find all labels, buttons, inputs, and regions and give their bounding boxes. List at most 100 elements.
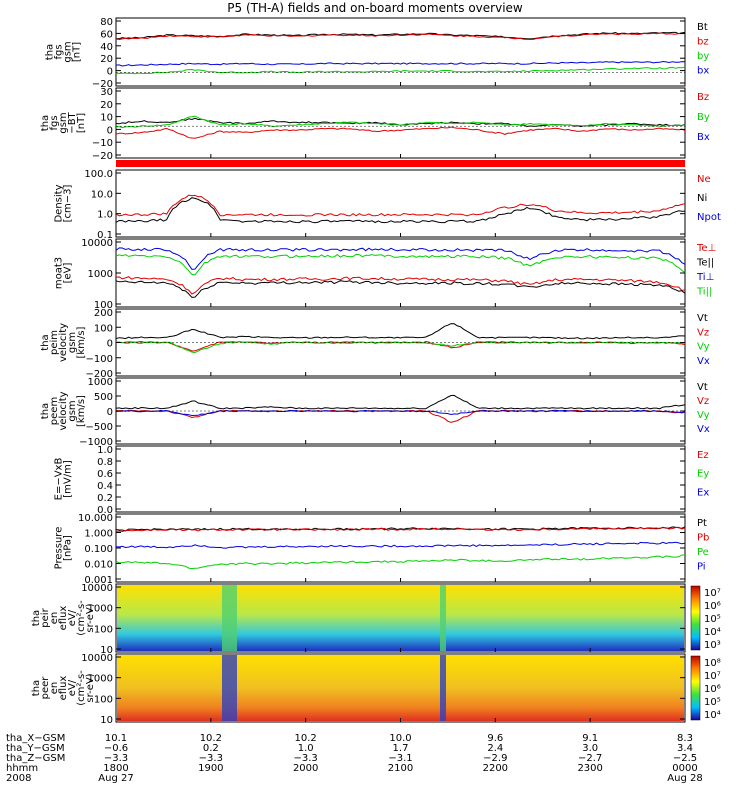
legend-entry: Pe — [697, 547, 709, 558]
y-tick-label: −1000 — [79, 437, 113, 448]
legend-entry: Bt — [697, 22, 708, 33]
y-tick-label: 20 — [100, 100, 113, 111]
series-Pt — [115, 526, 686, 532]
y-tick-label: 1.000 — [84, 529, 113, 540]
colorbar-tick: 10⁶ — [704, 601, 721, 612]
panel-frame — [115, 87, 686, 159]
y-tick-label: 100 — [94, 323, 113, 334]
y-tick-label: 0.4 — [97, 481, 113, 492]
spectrogram-event — [440, 655, 446, 721]
legend-entry: Vy — [697, 410, 710, 421]
panel-pressure: Pt Pb Pe Pi 10.000 1.000 0.100 0.010 0.001 Pressu… — [54, 513, 710, 586]
y-axis-label: sr-eV) — [85, 673, 96, 702]
footer-cell: 1800 — [103, 763, 128, 774]
legend-entry: Vz — [697, 396, 709, 407]
series-By — [115, 115, 686, 129]
panel-peem_v: Vt Vz Vy Vx 1000 500 0 −500 −1000 thapeemvelocity… — [40, 377, 710, 448]
y-tick-label: 0.010 — [84, 560, 113, 571]
footer-cell: 10.2 — [200, 733, 222, 744]
y-tick-label: 0.1 — [97, 230, 113, 241]
panel-frame — [115, 238, 686, 308]
legend-entry: Ne — [697, 174, 711, 185]
footer-cell: −2.7 — [578, 753, 602, 764]
y-tick-label: −10 — [92, 138, 113, 149]
y-axis-label: tha — [40, 115, 51, 131]
footer-row-label: 2008 — [6, 773, 31, 784]
y-axis-label: Pressure — [54, 527, 65, 570]
footer-cell: 9.6 — [487, 733, 503, 744]
footer-row-label: tha_Z−GSM — [6, 753, 65, 764]
legend-entry: by — [697, 51, 709, 62]
y-tick-label: 80 — [100, 17, 113, 28]
y-tick-label: 1000 — [88, 674, 113, 685]
panel-peir_eflux: 10⁷ 10⁶ 10⁵ 10⁴ 10³ 10000 1000 100 10 thapeirenef… — [31, 583, 721, 656]
series-bz — [115, 32, 686, 41]
colorbar-tick: 10⁷ — [704, 588, 721, 599]
y-tick-label: 10.000 — [78, 513, 113, 524]
footer-cell: 0000 — [672, 763, 697, 774]
footer-cell: −2.5 — [673, 753, 697, 764]
y-axis-label: [km/s] — [76, 395, 87, 427]
y-tick-label: 0.2 — [97, 493, 113, 504]
footer-cell: 2100 — [388, 763, 413, 774]
footer-row-label: hhmm — [6, 763, 38, 774]
y-tick-label: 10 — [100, 113, 113, 124]
y-tick-label: 10 — [100, 715, 113, 726]
panel-temp: Te⊥ Te|| Ti⊥ Ti|| 10000 1000 100 moat3[eV] — [54, 238, 717, 311]
y-axis-label: peem — [49, 397, 60, 425]
y-tick-label: 10000 — [81, 653, 113, 664]
legend-entry: Te|| — [696, 258, 714, 269]
legend-entry: Vx — [697, 356, 710, 367]
y-tick-label: −500 — [86, 422, 113, 433]
legend-entry: Bz — [697, 92, 709, 103]
y-tick-label: 200 — [94, 308, 113, 319]
series-Bx — [115, 126, 686, 139]
y-axis-label: velocity — [58, 323, 69, 362]
legend-entry: Vt — [697, 382, 708, 393]
y-tick-label: −200 — [86, 369, 113, 380]
footer-cell: 3.4 — [677, 743, 693, 754]
series-Te|| — [115, 280, 686, 298]
series-Vz — [115, 409, 686, 423]
footer-cell: Aug 28 — [667, 773, 702, 784]
y-tick-label: 30 — [100, 87, 113, 98]
y-tick-label: 100.0 — [84, 169, 113, 180]
footer-cell: −3.3 — [104, 753, 128, 764]
y-tick-label: 1000 — [88, 377, 113, 388]
y-tick-label: 1000 — [88, 269, 113, 280]
footer-cell: 3.0 — [582, 743, 598, 754]
footer-row-label: tha_Y−GSM — [6, 743, 65, 754]
colorbar-tick: 10⁸ — [704, 658, 721, 669]
colorbar-tick: 10⁴ — [704, 627, 721, 638]
footer-cell: 10.1 — [105, 733, 127, 744]
colorbar-tick: 10³ — [704, 640, 721, 651]
colorbar-tick: 10⁵ — [704, 614, 721, 625]
y-tick-label: −20 — [92, 151, 113, 162]
y-axis-label: peir — [40, 607, 51, 627]
y-axis-label: (cm²-s- — [76, 670, 87, 706]
footer-cell: −3.3 — [294, 753, 318, 764]
y-tick-label: 0.6 — [97, 469, 113, 480]
y-tick-label: −100 — [86, 354, 113, 365]
y-tick-label: 10.0 — [91, 189, 113, 200]
y-axis-label: gsm — [67, 332, 78, 353]
panel-density: Ne Ni Npot 100.0 10.0 1.0 0.1 Density[cm−3] — [54, 169, 721, 241]
y-axis-label: [nT] — [72, 42, 83, 62]
series-Ti|| — [115, 253, 686, 276]
series-Te⊥ — [115, 276, 686, 295]
footer-cell: −3.3 — [199, 753, 223, 764]
y-tick-label: 1.0 — [97, 445, 113, 456]
y-axis-label: peim — [49, 330, 60, 355]
legend-entry: bx — [697, 66, 709, 77]
y-axis-label: en — [49, 612, 60, 625]
y-axis-label: E=−VxB — [54, 458, 65, 501]
series-Vt — [115, 394, 686, 410]
footer-cell: Aug 27 — [98, 773, 133, 784]
y-axis-label: −BT — [67, 111, 78, 133]
y-axis-label: gsm — [67, 400, 78, 421]
footer-cell: 10.0 — [389, 733, 411, 744]
y-tick-label: 10000 — [81, 583, 113, 594]
spectrogram-fill — [117, 655, 684, 721]
